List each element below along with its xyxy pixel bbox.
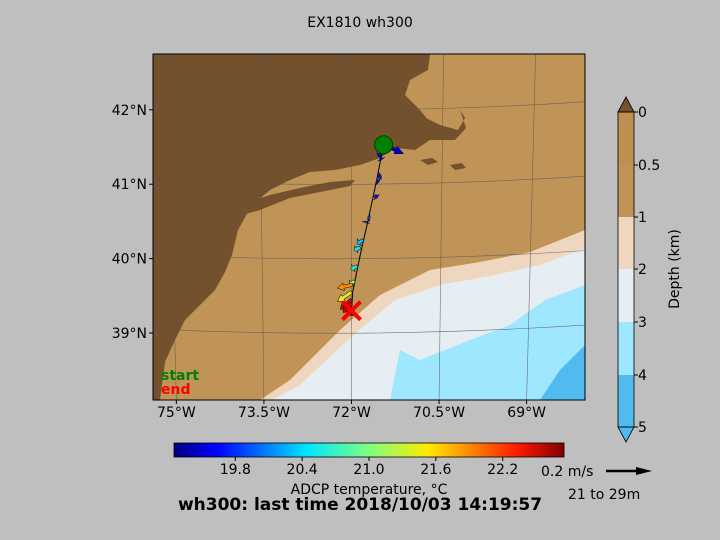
current-vector-arrow bbox=[376, 152, 383, 159]
depth-extend-bottom bbox=[617, 426, 635, 443]
current-vector-arrow bbox=[337, 290, 353, 302]
temperature-tick-label: 21.6 bbox=[420, 462, 451, 478]
x-tick-label: 73.5°W bbox=[238, 405, 290, 421]
start-marker bbox=[374, 135, 394, 155]
depth-tick-label: 4 bbox=[638, 368, 647, 384]
scale-depth-range: 21 to 29m bbox=[568, 487, 640, 503]
legend-start-label: start bbox=[161, 368, 199, 384]
x-tick-label: 75°W bbox=[157, 405, 196, 421]
deep-water-3-4km bbox=[390, 285, 585, 400]
y-tick-label: 39°N bbox=[112, 326, 147, 342]
map-y-ticks: 42°N 41°N 40°N 39°N bbox=[112, 103, 153, 342]
figure-title: EX1810 wh300 bbox=[307, 15, 413, 31]
map-frame bbox=[152, 53, 586, 401]
depth-band bbox=[618, 269, 634, 322]
y-tick-label: 42°N bbox=[112, 103, 147, 119]
x-tick-label: 69°W bbox=[507, 405, 546, 421]
parallel-line bbox=[153, 101, 585, 111]
depth-extend-top bbox=[617, 96, 635, 113]
land-long-island bbox=[240, 180, 355, 215]
land-mainland bbox=[153, 54, 432, 400]
current-vector-arrow bbox=[361, 220, 370, 224]
footer-last-time: wh300: last time 2018/10/03 14:19:57 bbox=[178, 495, 542, 515]
temperature-ticks: 19.8 20.4 21.0 21.6 22.2 bbox=[220, 457, 518, 478]
x-tick-label: 70.5°W bbox=[413, 405, 465, 421]
y-tick-label: 41°N bbox=[112, 177, 147, 193]
depth-band bbox=[618, 322, 634, 375]
depth-tick-label: 0 bbox=[638, 105, 647, 121]
depth-bands bbox=[618, 112, 634, 427]
meridian-line bbox=[167, 54, 177, 400]
meridian-line bbox=[526, 54, 536, 400]
ship-track bbox=[350, 144, 385, 311]
current-vector-arrow bbox=[367, 213, 371, 222]
depth-band bbox=[618, 112, 634, 165]
current-vector-arrow bbox=[376, 172, 382, 180]
current-vector-arrow bbox=[356, 237, 365, 247]
end-marker bbox=[341, 300, 362, 322]
current-vector-arrow bbox=[377, 157, 385, 162]
parallel-line bbox=[153, 324, 585, 334]
temperature-colorbar-label: ADCP temperature, °C bbox=[291, 482, 448, 498]
temperature-colorbar: 19.8 20.4 21.0 21.6 22.2 ADCP temperature, °… bbox=[173, 442, 565, 498]
map-panel: 75°W 73.5°W 72°W 70.5°W 69°W 42°N 41°N 40°N 39°… bbox=[112, 53, 586, 421]
current-vector-arrow bbox=[375, 177, 381, 186]
current-vector-arrow bbox=[373, 193, 380, 200]
temperature-tick-label: 20.4 bbox=[287, 462, 318, 478]
parallel-line bbox=[153, 175, 585, 185]
parallel-line bbox=[153, 250, 585, 260]
scale-key: 0.2 m/s 21 to 29m bbox=[541, 464, 652, 503]
depth-tick-label: 5 bbox=[638, 420, 647, 436]
temperature-gradient bbox=[173, 442, 565, 458]
depth-tick-label: 0.5 bbox=[638, 158, 660, 174]
land-cape-cod bbox=[400, 110, 466, 140]
meridian-line bbox=[259, 54, 265, 400]
graticule-lines bbox=[153, 54, 585, 400]
temperature-tick-label: 21.0 bbox=[353, 462, 384, 478]
temperature-tick-label: 19.8 bbox=[220, 462, 251, 478]
deep-water-4-5km bbox=[540, 345, 585, 400]
depth-tick-label: 2 bbox=[638, 262, 647, 278]
scale-arrow-head bbox=[636, 467, 652, 475]
depth-tick-label: 3 bbox=[638, 315, 647, 331]
y-tick-label: 40°N bbox=[112, 252, 147, 268]
current-vector-arrow bbox=[350, 263, 359, 273]
legend-end-label: end bbox=[161, 382, 190, 398]
map-x-ticks: 75°W 73.5°W 72°W 70.5°W 69°W bbox=[157, 400, 546, 421]
temperature-tick-label: 22.2 bbox=[487, 462, 518, 478]
depth-band bbox=[618, 165, 634, 217]
x-tick-label: 72°W bbox=[332, 405, 371, 421]
depth-colorbar-label: Depth (km) bbox=[667, 229, 683, 309]
meridian-line bbox=[438, 54, 444, 400]
end-marker-stroke bbox=[341, 300, 362, 322]
depth-ticks: 0 0.5 1 2 3 4 5 bbox=[634, 105, 660, 436]
current-vector-arrow bbox=[337, 282, 354, 292]
scale-label: 0.2 m/s bbox=[541, 464, 593, 480]
depth-band bbox=[618, 217, 634, 269]
current-vector-arrow bbox=[353, 244, 362, 254]
depth-colorbar: 0 0.5 1 2 3 4 5 Depth (km) bbox=[617, 96, 683, 443]
land-islands bbox=[420, 158, 466, 170]
depth-tick-label: 1 bbox=[638, 210, 647, 226]
depth-band bbox=[618, 375, 634, 427]
